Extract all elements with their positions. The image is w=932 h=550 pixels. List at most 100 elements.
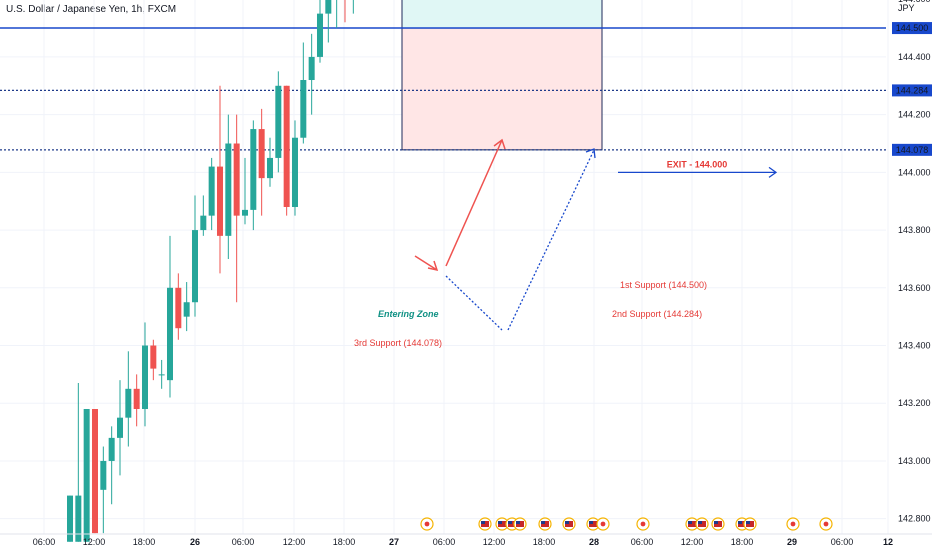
- time-tick: 12:00: [681, 537, 704, 547]
- time-tick: 06:00: [33, 537, 56, 547]
- candle-body: [216, 166, 223, 236]
- candle-body: [291, 137, 298, 207]
- support-lines: [0, 27, 886, 151]
- time-tick: 06:00: [831, 537, 854, 547]
- price-tick: 143.600: [898, 283, 931, 293]
- candle-body: [191, 230, 198, 303]
- candle-body: [250, 129, 257, 210]
- flag-icon-canton: [516, 521, 520, 524]
- level-badge: 144.078: [896, 145, 929, 155]
- candle-body: [150, 345, 157, 369]
- level-badge-bg: [892, 22, 932, 35]
- flag-icon-canton: [498, 521, 502, 524]
- time-tick: 26: [190, 537, 200, 547]
- candle-body: [91, 409, 98, 534]
- event-dot-center: [790, 521, 796, 527]
- candle-body: [300, 80, 307, 138]
- time-tick: 12:00: [283, 537, 306, 547]
- stop-loss-zone: [401, 27, 603, 151]
- blue-dotted-down: [445, 275, 503, 331]
- time-tick: 06:00: [631, 537, 654, 547]
- level-badge: 144.284: [896, 85, 929, 95]
- currency-label: JPY: [898, 3, 915, 13]
- price-tick: 142.800: [898, 514, 931, 524]
- time-tick: 12:00: [483, 537, 506, 547]
- candle-body: [116, 417, 123, 438]
- time-tick: 18:00: [133, 537, 156, 547]
- time-tick: 18:00: [533, 537, 556, 547]
- event-icons: [420, 517, 833, 531]
- candle-body: [108, 437, 115, 461]
- time-axis: 06:00 12:00 18:00 26 06:00 12:00 18:00 27 06:00 1…: [33, 537, 893, 547]
- price-tick: 143.400: [898, 341, 931, 351]
- time-tick: 06:00: [232, 537, 255, 547]
- time-tick: 12: [883, 537, 893, 547]
- red-arrowhead-up: [493, 138, 506, 150]
- level-badge: 144.500: [896, 23, 929, 33]
- red-arrowhead-in: [427, 260, 439, 272]
- candle-body: [75, 495, 82, 542]
- annotation-labels: TP 3 - 145.000TP 2 - 144.800TP 1 - 144.6…: [354, 159, 728, 348]
- price-tick: 144.000: [898, 167, 931, 177]
- candle-body: [158, 374, 165, 376]
- candle-body: [133, 388, 140, 410]
- time-tick: 27: [389, 537, 399, 547]
- candles: [67, 0, 354, 542]
- price-tick: 143.000: [898, 456, 931, 466]
- flag-icon-canton: [565, 521, 569, 524]
- entering-zone-label: Entering Zone: [378, 309, 439, 319]
- time-tick: 28: [589, 537, 599, 547]
- exit-label: EXIT - 144.000: [667, 159, 728, 169]
- flag-icon-canton: [481, 521, 485, 524]
- candle-body: [325, 0, 332, 14]
- take-profit-zone: [401, 0, 603, 29]
- time-tick: 12:00: [83, 537, 106, 547]
- time-tick: 18:00: [333, 537, 356, 547]
- flag-icon-canton: [714, 521, 718, 524]
- price-tick: 144.200: [898, 110, 931, 120]
- drawings: [414, 138, 778, 331]
- red-arrow-up: [445, 139, 503, 267]
- candle-body: [275, 85, 282, 158]
- trade-zones: [401, 0, 603, 151]
- candle-body: [308, 56, 315, 81]
- support3-label: 3rd Support (144.078): [354, 338, 442, 348]
- time-tick: 18:00: [731, 537, 754, 547]
- time-tick: 29: [787, 537, 797, 547]
- event-dot-center: [823, 521, 829, 527]
- blue-dotted-up: [507, 149, 595, 331]
- flag-icon-canton: [738, 521, 742, 524]
- price-axis: 142.800 143.000 143.200 143.400 143.600 143.8…: [0, 0, 932, 535]
- blue-arrowhead: [585, 148, 596, 159]
- level-badge-bg: [892, 143, 932, 156]
- flag-icon-canton: [508, 521, 512, 524]
- candle-body: [100, 460, 107, 490]
- target-arrowhead: [768, 166, 778, 178]
- candle-body: [175, 287, 182, 329]
- flag-icon-canton: [688, 521, 692, 524]
- candle-body: [316, 13, 323, 57]
- support1-label: 1st Support (144.500): [620, 280, 707, 290]
- price-tick: 144.400: [898, 52, 931, 62]
- price-tick: 143.800: [898, 225, 931, 235]
- flag-icon-canton: [541, 521, 545, 524]
- candle-body: [141, 345, 148, 410]
- support2-label: 2nd Support (144.284): [612, 309, 702, 319]
- flag-icon-canton: [698, 521, 702, 524]
- flag-icon-canton: [746, 521, 750, 524]
- flag-icon-canton: [589, 521, 593, 524]
- candle-body: [183, 302, 190, 317]
- event-dot-center: [600, 521, 606, 527]
- candle-body: [241, 209, 248, 216]
- candle-body: [266, 157, 273, 179]
- candle-body: [258, 129, 265, 179]
- candle-body: [283, 85, 290, 207]
- event-dot-center: [640, 521, 646, 527]
- price-tick: 143.200: [898, 398, 931, 408]
- candle-body: [67, 495, 73, 542]
- candle-body: [225, 143, 232, 236]
- candle-body: [233, 143, 240, 216]
- price-tick: 144.600: [898, 0, 931, 4]
- candle-body: [125, 388, 132, 418]
